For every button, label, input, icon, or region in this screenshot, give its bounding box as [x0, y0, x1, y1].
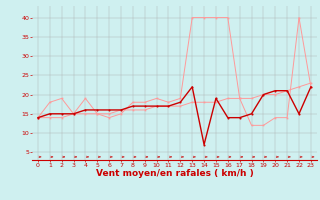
X-axis label: Vent moyen/en rafales ( km/h ): Vent moyen/en rafales ( km/h ) — [96, 169, 253, 178]
